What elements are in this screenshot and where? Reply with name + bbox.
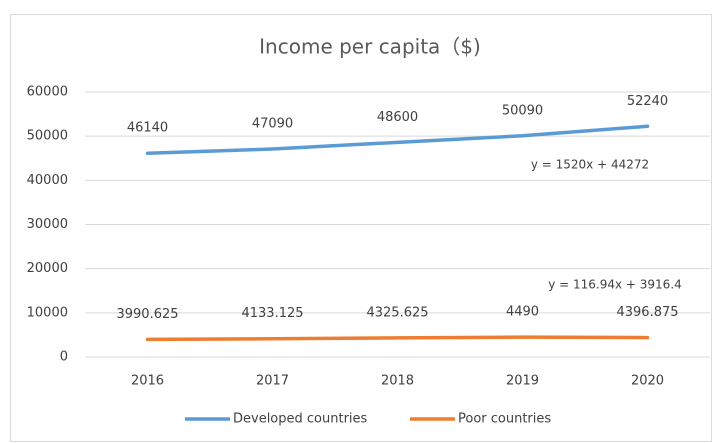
legend-label: Poor countries bbox=[458, 412, 551, 427]
data-label: 46140 bbox=[127, 121, 168, 136]
data-label: 4490 bbox=[506, 305, 539, 320]
chart-border bbox=[10, 14, 712, 442]
trendline-equation: y = 1520x + 44272 bbox=[531, 158, 649, 172]
chart-title: Income per capita（$) bbox=[259, 35, 481, 59]
data-label: 48600 bbox=[377, 110, 418, 125]
x-tick-label: 2017 bbox=[256, 374, 289, 389]
y-tick-label: 60000 bbox=[27, 85, 68, 100]
data-label: 4325.625 bbox=[366, 305, 428, 320]
data-label: 50090 bbox=[502, 103, 543, 118]
data-label: 4396.875 bbox=[616, 305, 678, 320]
data-label: 4133.125 bbox=[241, 306, 303, 321]
series-line bbox=[145, 335, 650, 342]
x-tick-label: 2019 bbox=[506, 374, 539, 389]
y-tick-label: 10000 bbox=[27, 305, 68, 320]
y-tick-label: 50000 bbox=[27, 129, 68, 144]
x-tick-label: 2018 bbox=[381, 374, 414, 389]
y-tick-label: 20000 bbox=[27, 261, 68, 276]
y-tick-label: 30000 bbox=[27, 217, 68, 232]
series-line bbox=[145, 124, 650, 155]
y-tick-label: 40000 bbox=[27, 173, 68, 188]
data-label: 47090 bbox=[252, 117, 293, 132]
y-tick-label: 0 bbox=[60, 350, 68, 365]
data-label: 3990.625 bbox=[116, 307, 178, 322]
legend-label: Developed countries bbox=[233, 412, 368, 427]
data-label: 52240 bbox=[627, 94, 668, 109]
x-tick-label: 2020 bbox=[631, 374, 664, 389]
trendline-equation: y = 116.94x + 3916.4 bbox=[548, 278, 682, 292]
x-tick-label: 2016 bbox=[131, 374, 164, 389]
